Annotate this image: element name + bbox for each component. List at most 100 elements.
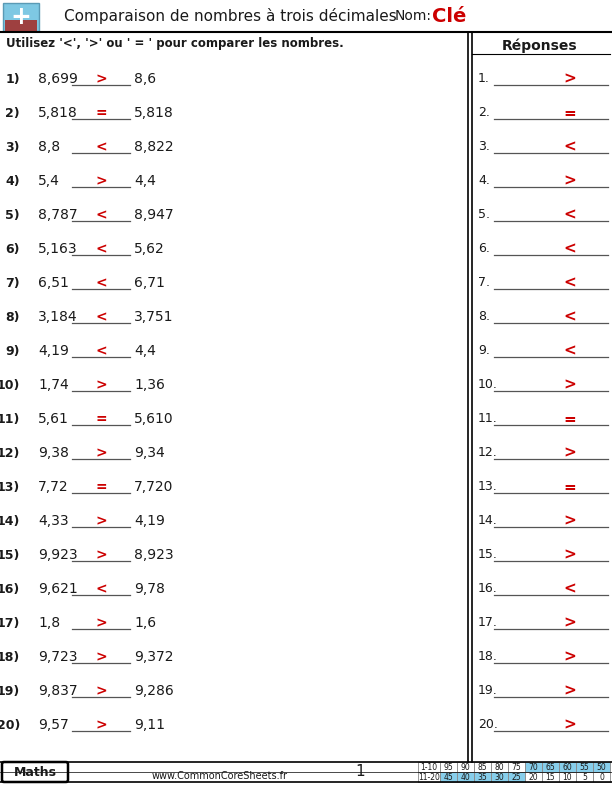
- Text: >: >: [95, 650, 107, 664]
- Text: 9,923: 9,923: [38, 548, 78, 562]
- Text: 16): 16): [0, 582, 20, 596]
- Text: 15: 15: [546, 772, 555, 782]
- Text: =: =: [564, 412, 577, 427]
- FancyBboxPatch shape: [491, 772, 508, 782]
- Text: 18): 18): [0, 650, 20, 664]
- Text: 7,720: 7,720: [134, 480, 173, 494]
- Text: 9,78: 9,78: [134, 582, 165, 596]
- Text: 7.: 7.: [478, 276, 490, 290]
- Text: >: >: [564, 173, 577, 188]
- Text: 0: 0: [599, 772, 604, 782]
- Text: 15): 15): [0, 549, 20, 562]
- Text: >: >: [564, 513, 577, 528]
- Text: >: >: [564, 683, 577, 699]
- Text: >: >: [95, 616, 107, 630]
- Text: 1,74: 1,74: [38, 378, 69, 392]
- Text: 1.: 1.: [478, 73, 490, 86]
- Text: 5): 5): [6, 208, 20, 222]
- Text: >: >: [564, 547, 577, 562]
- Text: 18.: 18.: [478, 650, 498, 664]
- Text: <: <: [95, 310, 107, 324]
- Text: 8): 8): [6, 310, 20, 323]
- Text: 2.: 2.: [478, 106, 490, 120]
- Text: 5,818: 5,818: [38, 106, 78, 120]
- Text: 1,8: 1,8: [38, 616, 60, 630]
- Text: >: >: [95, 684, 107, 698]
- FancyBboxPatch shape: [474, 762, 491, 772]
- Text: 9,621: 9,621: [38, 582, 78, 596]
- Text: 19.: 19.: [478, 684, 498, 698]
- FancyBboxPatch shape: [508, 762, 525, 772]
- Text: Clé: Clé: [432, 6, 466, 25]
- Text: 10.: 10.: [478, 379, 498, 391]
- Text: 20): 20): [0, 718, 20, 732]
- FancyBboxPatch shape: [559, 762, 576, 772]
- Text: 8,822: 8,822: [134, 140, 174, 154]
- Text: 8,8: 8,8: [38, 140, 60, 154]
- Text: 6,51: 6,51: [38, 276, 69, 290]
- FancyBboxPatch shape: [457, 772, 474, 782]
- FancyBboxPatch shape: [418, 762, 440, 772]
- Text: 1-10: 1-10: [420, 763, 438, 771]
- Text: 8.: 8.: [478, 310, 490, 323]
- Text: >: >: [95, 174, 107, 188]
- Text: 85: 85: [478, 763, 487, 771]
- Text: 75: 75: [512, 763, 521, 771]
- Text: <: <: [564, 139, 577, 154]
- Text: Comparaison de nombres à trois décimales: Comparaison de nombres à trois décimales: [64, 8, 397, 24]
- FancyBboxPatch shape: [440, 762, 457, 772]
- FancyBboxPatch shape: [576, 762, 593, 772]
- FancyBboxPatch shape: [525, 762, 542, 772]
- Text: >: >: [95, 514, 107, 528]
- Text: 4,33: 4,33: [38, 514, 69, 528]
- Text: 4): 4): [6, 174, 20, 188]
- Text: <: <: [95, 208, 107, 222]
- FancyBboxPatch shape: [542, 762, 559, 772]
- Text: 3,751: 3,751: [134, 310, 173, 324]
- FancyBboxPatch shape: [474, 772, 491, 782]
- FancyBboxPatch shape: [525, 772, 542, 782]
- Text: 8,6: 8,6: [134, 72, 156, 86]
- FancyBboxPatch shape: [576, 772, 593, 782]
- Text: 5,163: 5,163: [38, 242, 78, 256]
- Text: 8,699: 8,699: [38, 72, 78, 86]
- FancyBboxPatch shape: [2, 762, 68, 782]
- Text: <: <: [95, 276, 107, 290]
- Text: Réponses: Réponses: [502, 39, 578, 53]
- FancyBboxPatch shape: [418, 772, 440, 782]
- Text: 9,34: 9,34: [134, 446, 165, 460]
- Text: 14.: 14.: [478, 515, 498, 527]
- Text: 4,4: 4,4: [134, 174, 156, 188]
- Text: 6.: 6.: [478, 242, 490, 256]
- Text: =: =: [95, 480, 107, 494]
- Text: 3): 3): [6, 140, 20, 154]
- Text: =: =: [95, 106, 107, 120]
- Text: >: >: [564, 615, 577, 630]
- Text: 5,610: 5,610: [134, 412, 174, 426]
- Text: 4,19: 4,19: [38, 344, 69, 358]
- Text: 80: 80: [494, 763, 504, 771]
- Text: 5: 5: [582, 772, 587, 782]
- Text: Nom:: Nom:: [395, 9, 432, 23]
- FancyBboxPatch shape: [559, 772, 576, 782]
- Text: 95: 95: [444, 763, 453, 771]
- Text: 4,4: 4,4: [134, 344, 156, 358]
- Text: 17): 17): [0, 616, 20, 630]
- Text: 70: 70: [529, 763, 539, 771]
- Text: 10: 10: [562, 772, 572, 782]
- Text: >: >: [564, 71, 577, 86]
- Text: 11): 11): [0, 413, 20, 425]
- Text: 9,286: 9,286: [134, 684, 174, 698]
- Text: 1: 1: [355, 764, 365, 779]
- Text: >: >: [95, 378, 107, 392]
- Text: >: >: [564, 649, 577, 664]
- Text: 1): 1): [6, 73, 20, 86]
- Text: 15.: 15.: [478, 549, 498, 562]
- Text: >: >: [564, 718, 577, 733]
- Text: 13.: 13.: [478, 481, 498, 493]
- Text: =: =: [95, 412, 107, 426]
- FancyBboxPatch shape: [593, 772, 610, 782]
- Text: 16.: 16.: [478, 582, 498, 596]
- Text: 8,923: 8,923: [134, 548, 174, 562]
- Text: Utilisez '<', '>' ou ' = ' pour comparer les nombres.: Utilisez '<', '>' ou ' = ' pour comparer…: [6, 37, 344, 51]
